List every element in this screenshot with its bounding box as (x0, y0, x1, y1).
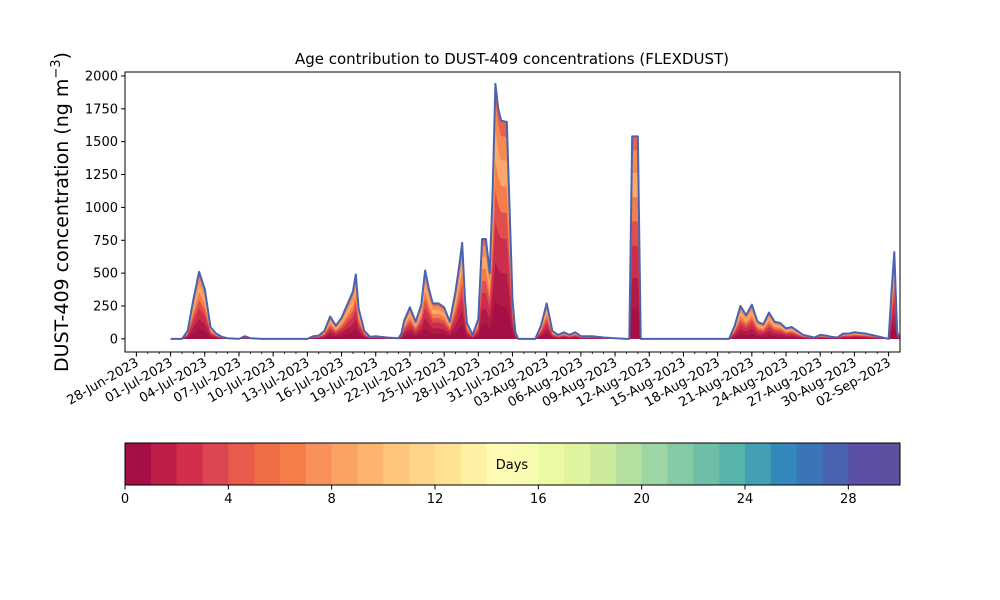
colorbar-swatch (719, 443, 746, 485)
colorbar-swatch (538, 443, 565, 485)
colorbar-swatch (486, 443, 513, 485)
y-tick-label: 250 (93, 299, 118, 314)
colorbar-swatch (202, 443, 229, 485)
colorbar-swatch (460, 443, 488, 485)
colorbar-swatch (280, 443, 307, 485)
colorbar-swatch (796, 443, 823, 485)
colorbar-swatch (150, 443, 178, 485)
age-layer-area-2 (170, 129, 900, 339)
total-concentration-group (170, 82, 900, 340)
y-tick-label: 1750 (85, 102, 118, 117)
colorbar-swatch (125, 443, 152, 485)
colorbar-tick-label: 16 (530, 492, 547, 507)
plot-area (124, 71, 901, 353)
colorbar-frame (124, 442, 901, 486)
colorbar-swatch (357, 443, 384, 485)
colorbar-swatch (228, 443, 255, 485)
y-axis: 0 250 500 750 1000 1250 1500 1750 2000 (85, 69, 125, 347)
colorbar-swatch (848, 443, 875, 485)
age-layer-area-0 (170, 83, 900, 339)
y-tick-label: 1000 (85, 201, 118, 216)
y-tick-label: 2000 (85, 69, 118, 84)
age-layer-area-4 (170, 190, 900, 339)
colorbar-swatch (305, 443, 333, 485)
y-axis-label-close: ) (51, 52, 73, 59)
colorbar-tick-label: 0 (121, 492, 129, 507)
colorbar-tick-label: 20 (633, 492, 650, 507)
x-axis: 28-Jun-202301-Jul-202304-Jul-202307-Jul-… (65, 352, 894, 411)
days-colorbar: 0 4 8 12 16 20 24 28 (121, 442, 901, 507)
y-tick-label: 1250 (85, 168, 118, 183)
age-stacked-areas (170, 83, 900, 339)
colorbar-swatch (590, 443, 617, 485)
colorbar-swatch (176, 443, 203, 485)
colorbar-swatch (770, 443, 798, 485)
age-layer-area-3 (170, 160, 900, 339)
colorbar-tick-label: 4 (224, 492, 232, 507)
colorbar-swatch (641, 443, 668, 485)
colorbar-label: Days (496, 458, 529, 473)
y-tick-label: 0 (110, 332, 118, 347)
age-layer-area-5 (170, 221, 900, 339)
y-axis-label-main: DUST-409 concentration (ng m (51, 79, 73, 372)
colorbar-swatch (254, 443, 281, 485)
colorbar-swatch (512, 443, 539, 485)
colorbar-tick-label: 24 (737, 492, 754, 507)
y-tick-label: 750 (93, 234, 118, 249)
colorbar-swatch (693, 443, 720, 485)
colorbar-swatch (745, 443, 772, 485)
colorbar-swatch (435, 443, 462, 485)
y-tick-label: 500 (93, 267, 118, 282)
colorbar-swatch (409, 443, 436, 485)
colorbar-tick-label: 8 (328, 492, 336, 507)
colorbar-tick-label: 28 (840, 492, 857, 507)
colorbar-swatch (874, 443, 901, 485)
colorbar-swatch (383, 443, 410, 485)
colorbar-swatch (564, 443, 591, 485)
y-axis-label: DUST-409 concentration (ng m−3) (49, 52, 73, 372)
age-layer-area-1 (170, 101, 900, 339)
colorbar-swatch (615, 443, 643, 485)
total-concentration-line (170, 82, 900, 340)
colorbar-tick-label: 12 (427, 492, 444, 507)
y-tick-label: 1500 (85, 135, 118, 150)
y-axis-label-exponent: −3 (49, 59, 64, 78)
colorbar-swatch (667, 443, 694, 485)
chart-title: Age contribution to DUST-409 concentrati… (295, 50, 729, 68)
colorbar-swatch (822, 443, 849, 485)
colorbar-swatch (331, 443, 358, 485)
